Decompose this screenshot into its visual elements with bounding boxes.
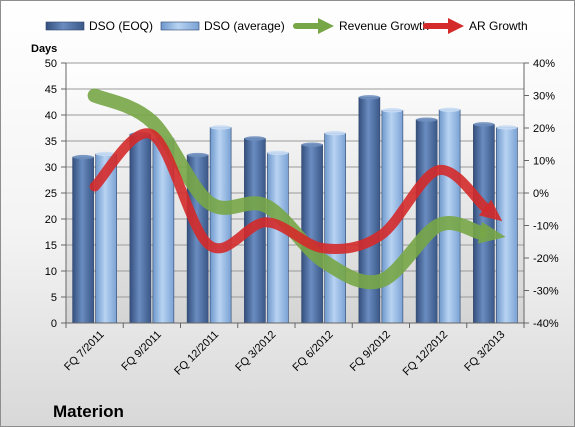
y2-tick-label: -40%	[533, 318, 559, 330]
bar-cap	[187, 152, 209, 158]
y-tick-label: 10	[45, 266, 57, 278]
y2-tick-label: -20%	[533, 253, 559, 265]
x-tick-label: FQ 12/2011	[172, 329, 221, 378]
y2-tick-label: 0%	[533, 188, 549, 200]
ar-growth-arrowhead	[478, 199, 503, 222]
bar-dso-average	[496, 127, 518, 324]
bar-dso-eoq	[72, 156, 94, 324]
y-tick-label: 30	[45, 162, 57, 174]
legend-label-dso-eoq-: DSO (EOQ)	[89, 19, 153, 33]
y-tick-label: 25	[45, 188, 57, 200]
bar-cap	[473, 122, 495, 127]
revenue-growth-arrowhead	[478, 221, 506, 244]
legend-arrow-ar-growth	[448, 18, 464, 34]
y-tick-label: 0	[51, 318, 57, 330]
y-tick-label: 20	[45, 214, 57, 226]
y2-tick-label: 20%	[533, 123, 555, 135]
bar-cap	[210, 125, 232, 130]
chart-title: Materion	[53, 402, 124, 421]
y2-tick-label: -10%	[533, 221, 559, 233]
y-axis-title: Days	[31, 43, 57, 55]
y-tick-label: 50	[45, 58, 57, 70]
bar-cap	[267, 150, 289, 156]
x-tick-label: FQ 9/2012	[348, 329, 393, 374]
bar-dso-eoq	[129, 133, 152, 324]
ar-growth-line	[89, 128, 491, 254]
bar-cap	[95, 151, 117, 157]
x-tick-label: FQ 7/2011	[62, 329, 107, 374]
bar-cap	[416, 117, 438, 122]
y-tick-label: 35	[45, 136, 57, 148]
legend-label-dso-average-: DSO (average)	[204, 19, 285, 33]
legend-label-ar-growth: AR Growth	[469, 19, 528, 33]
y-tick-label: 5	[51, 292, 57, 304]
y2-tick-label: 40%	[533, 58, 555, 70]
x-tick-label: FQ 12/2012	[401, 329, 451, 379]
legend: DSO (EOQ) DSO (average) Revenue Growth AR G…	[45, 18, 528, 34]
y2-tick-label: 10%	[533, 156, 555, 168]
y-tick-label: 45	[45, 84, 57, 96]
y-tick-label: 15	[45, 240, 57, 252]
y2-tick-label: 30%	[533, 91, 555, 103]
bar-cap	[439, 107, 461, 113]
x-tick-label: FQ 3/2012	[233, 329, 278, 374]
bar-cap	[72, 154, 94, 160]
y2-tick-label: -30%	[533, 286, 559, 298]
y-tick-label: 40	[45, 110, 57, 122]
legend-label-revenue-growth: Revenue Growth	[339, 19, 429, 33]
legend-arrow-revenue-growth	[318, 18, 334, 34]
bar-dso-average	[209, 127, 232, 324]
x-tick-label: FQ 9/2011	[119, 329, 164, 374]
x-tick-label: FQ 6/2012	[291, 329, 336, 374]
bar-cap	[301, 142, 323, 147]
bar-cap	[358, 95, 380, 100]
legend-swatch-dso-eoq-	[45, 21, 85, 31]
bar-cap	[496, 125, 518, 130]
bar-cap	[324, 131, 346, 136]
legend-swatch-dso-average-	[160, 21, 200, 31]
bar-cap	[244, 136, 266, 141]
bar-cap	[381, 108, 403, 113]
bar-dso-average	[267, 152, 289, 324]
line-layer	[87, 88, 506, 290]
bar-dso-average	[324, 132, 346, 324]
x-tick-label: FQ 3/2013	[462, 329, 507, 374]
